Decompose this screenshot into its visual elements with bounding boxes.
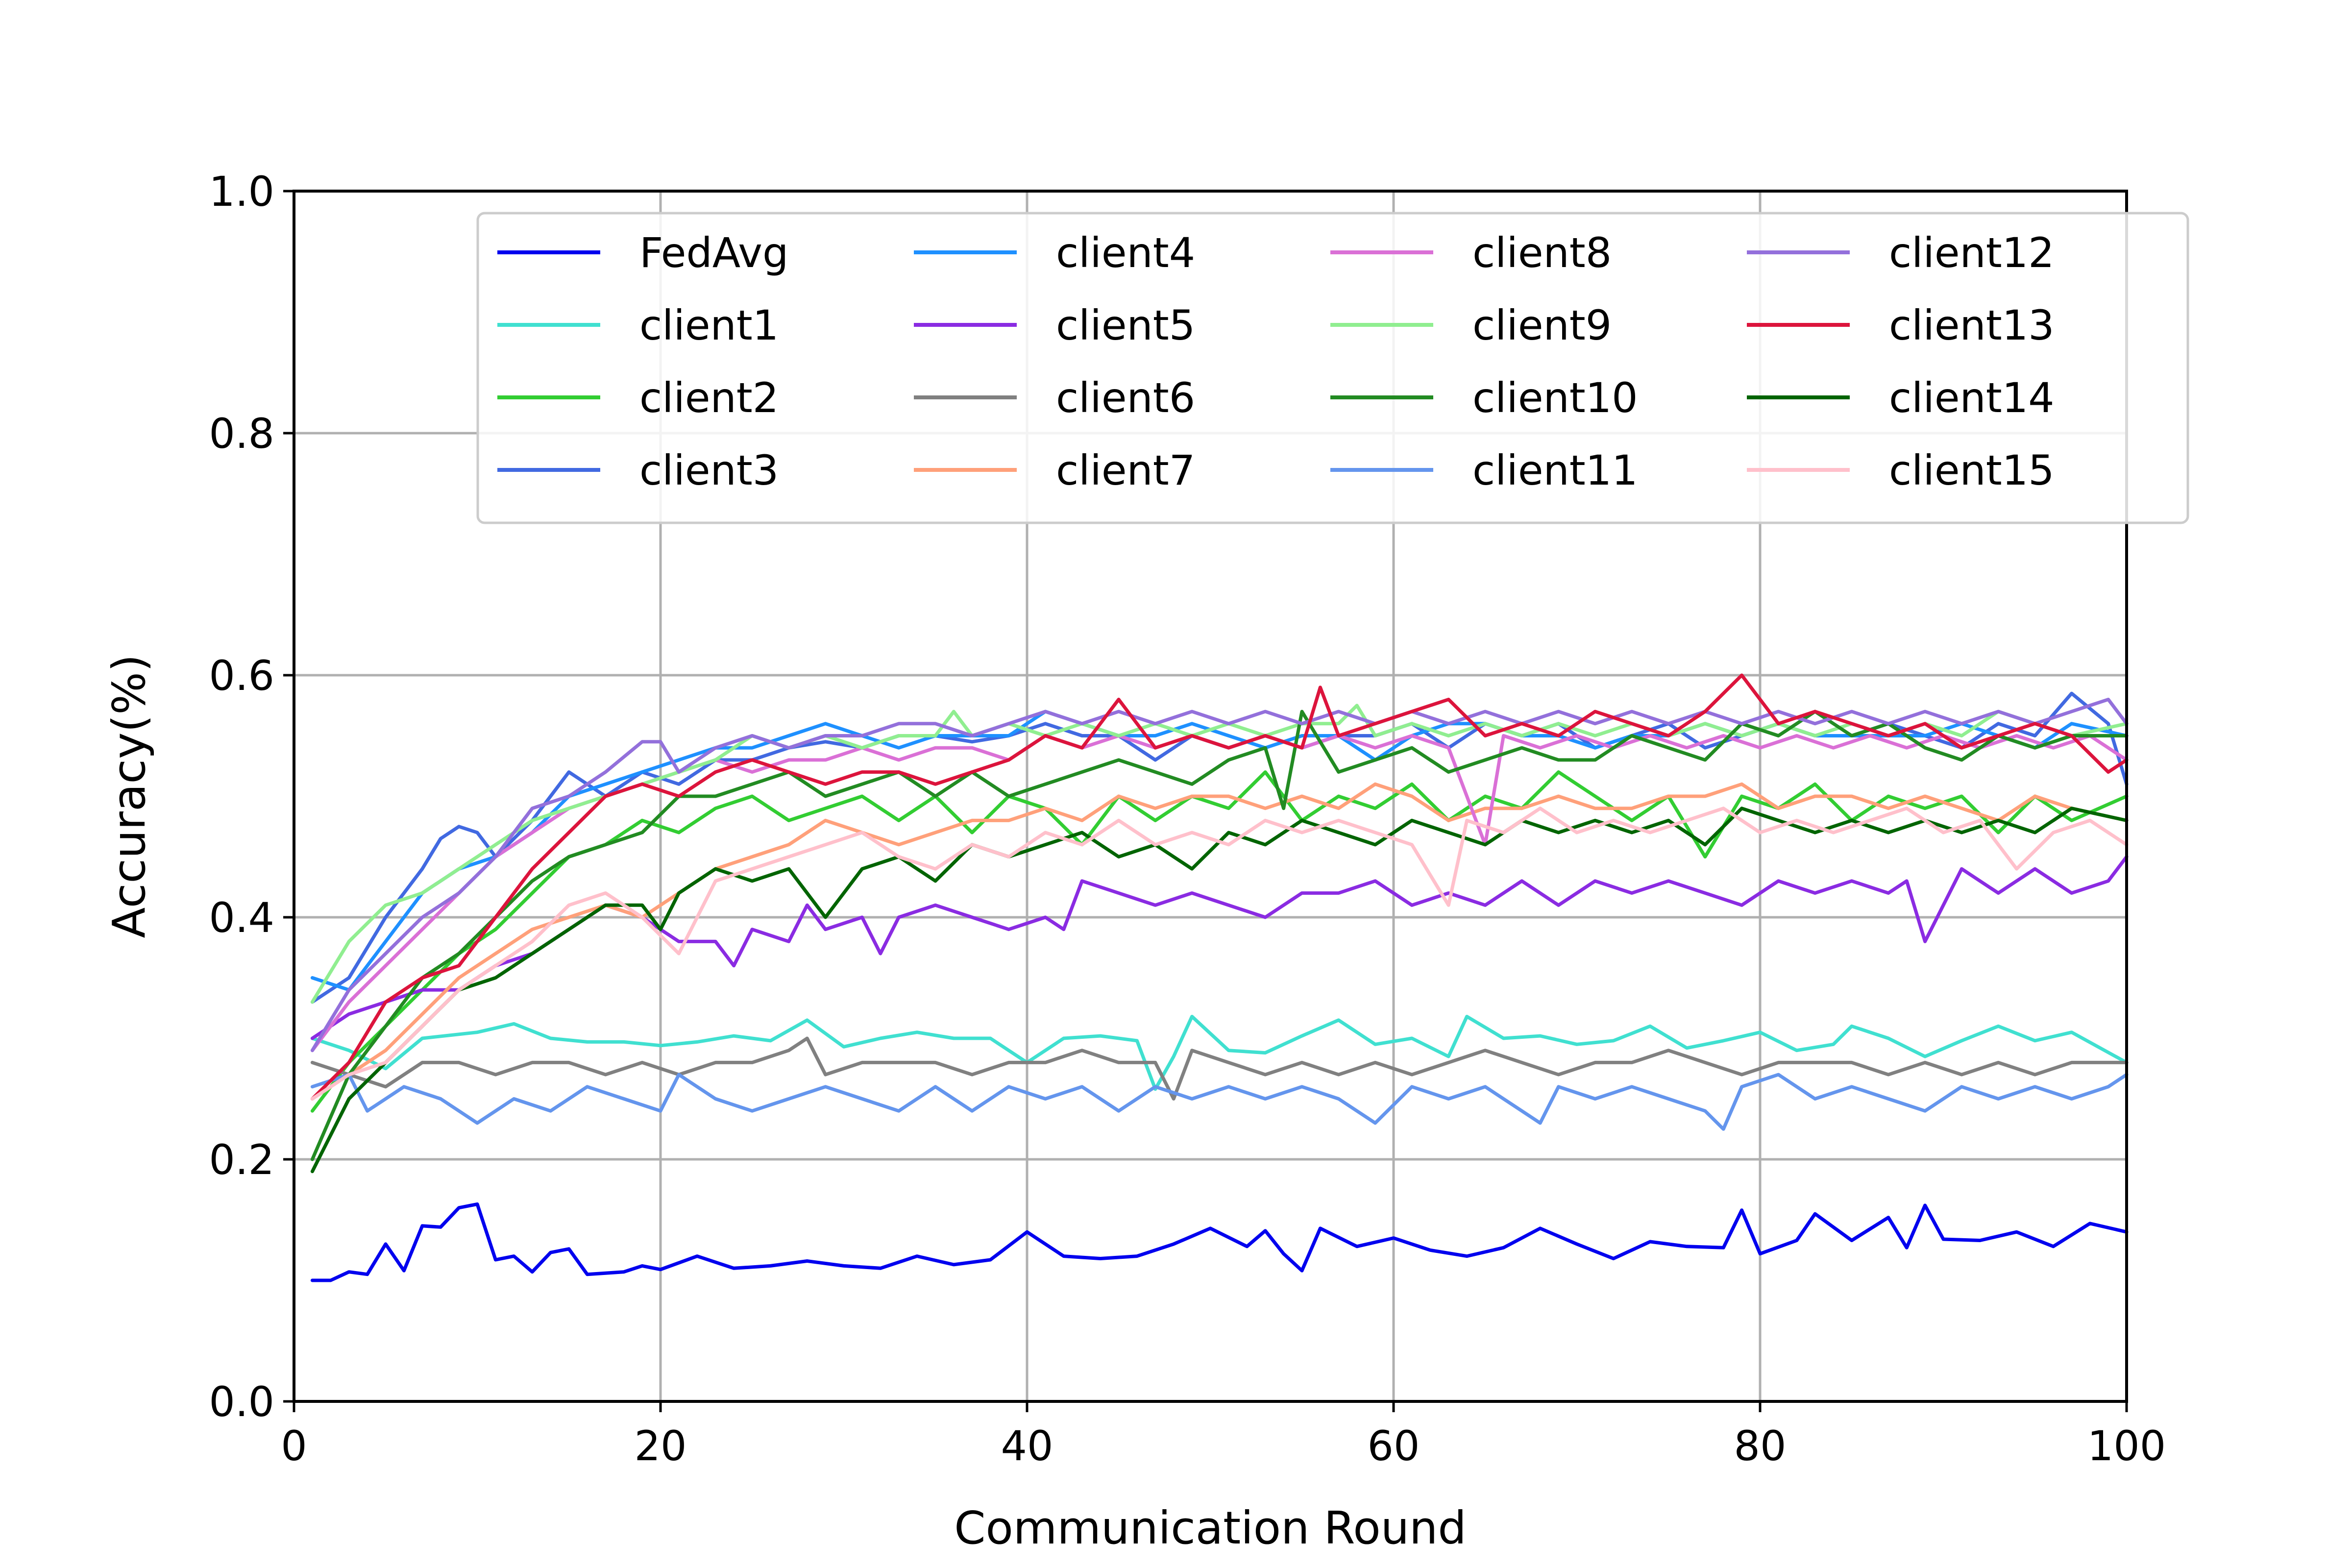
y-axis-label: Accuracy(%): [103, 654, 155, 938]
legend-label: client1: [639, 301, 779, 349]
legend-label: client11: [1472, 446, 1638, 494]
series-line-client14: [310, 807, 2129, 1174]
legend-label: client5: [1056, 301, 1195, 349]
y-axis: 0.0 0.2 0.4 0.6 0.8 1.0: [209, 168, 294, 1426]
series-line-client13: [310, 673, 2129, 1101]
x-tick-label: 0: [281, 1422, 307, 1470]
legend-label: client10: [1472, 374, 1638, 422]
legend: FedAvg client1 client2 client3 client4 client…: [476, 212, 2189, 524]
y-tick-label: 0.4: [209, 894, 274, 942]
legend-label: client15: [1889, 446, 2055, 494]
x-tick-label: 60: [1368, 1422, 1420, 1470]
legend-label: FedAvg: [639, 229, 788, 277]
series-line-client7: [310, 782, 2129, 1101]
plot-area-frame: [293, 190, 2128, 1403]
x-axis: 0 20 40 60 80 100: [281, 1401, 2166, 1470]
x-tick-label: 20: [635, 1422, 687, 1470]
x-tick-label: 80: [1734, 1422, 1787, 1470]
y-tick-label: 0.2: [209, 1136, 274, 1184]
series-line-client2: [310, 770, 2129, 1113]
legend-label: client3: [639, 446, 779, 494]
series-lines: [310, 673, 2129, 1282]
series-line-client11: [310, 1073, 2129, 1131]
legend-label: client4: [1056, 229, 1195, 277]
y-tick-label: 0.0: [209, 1378, 274, 1426]
series-line-client1: [310, 1015, 2129, 1091]
legend-label: client8: [1472, 229, 1612, 277]
legend-box: [476, 212, 2189, 524]
y-tick-label: 0.8: [209, 410, 274, 458]
legend-label: client9: [1472, 301, 1612, 349]
x-tick-label: 40: [1001, 1422, 1054, 1470]
legend-label: client14: [1889, 374, 2055, 422]
series-line-client6: [310, 1036, 2129, 1101]
legend-label: client6: [1056, 374, 1195, 422]
y-tick-label: 0.6: [209, 652, 274, 700]
legend-label: client12: [1889, 229, 2055, 277]
y-tick-label: 1.0: [209, 168, 274, 216]
x-axis-label: Communication Round: [954, 1502, 1466, 1554]
x-tick-label: 100: [2087, 1422, 2166, 1470]
series-line-FedAvg: [310, 1202, 2129, 1282]
legend-label: client2: [639, 374, 779, 422]
legend-label: client7: [1056, 446, 1195, 494]
series-line-client15: [310, 807, 2129, 1101]
legend-label: client13: [1889, 301, 2055, 349]
